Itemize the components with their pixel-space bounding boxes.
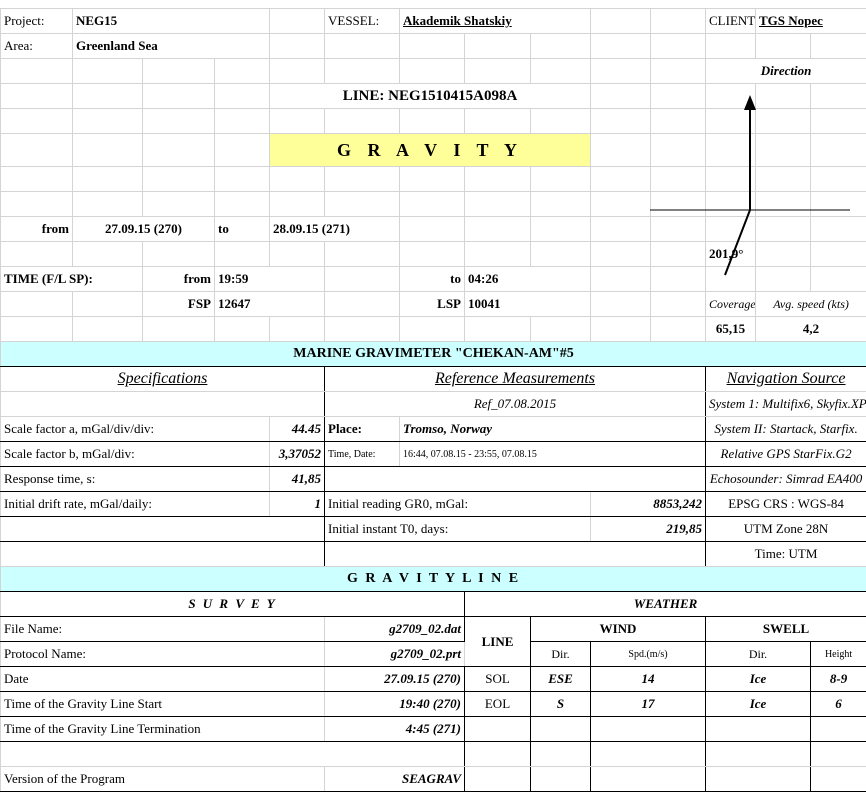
sol-label: SOL [465, 667, 531, 692]
wind-label: WIND [531, 617, 706, 642]
spec-a: 44.45 [270, 417, 325, 442]
place-value: Tromso, Norway [400, 417, 706, 442]
project-value: NEG15 [73, 9, 270, 34]
nav1: System 1: Multifix6, Skyfix.XP2 [706, 392, 866, 417]
speed-label: Avg. speed (kts) [756, 292, 866, 317]
coverage-label: Coverage,km [706, 292, 756, 317]
sol-swell-dir: Ice [706, 667, 811, 692]
place-label: Place: [325, 417, 400, 442]
weather-title: WEATHER [465, 592, 866, 617]
wind-dir-label: Dir. [531, 642, 591, 667]
timedate-value: 16:44, 07.08.15 - 23:55, 07.08.15 [400, 442, 706, 467]
nav5: EPSG CRS : WGS-84 [706, 492, 866, 517]
eol-swell-dir: Ice [706, 692, 811, 717]
eol-spd: 17 [591, 692, 706, 717]
nav3: Relative GPS StarFix.G2 [706, 442, 866, 467]
sol-spd: 14 [591, 667, 706, 692]
spec-b: 3,37052 [270, 442, 325, 467]
fsp-label: FSP [143, 292, 215, 317]
time-from-label: from [143, 267, 215, 292]
nav4: Echosounder: Simrad EA400 [706, 467, 866, 492]
resp-label: Response time, s: [1, 467, 270, 492]
lsp-value: 10041 [465, 292, 591, 317]
vessel-value: Akademik Shatskiy [400, 9, 591, 34]
t0-label: Initial instant T0, days: [325, 517, 591, 542]
spreadsheet: Project: NEG15 VESSEL: Akademik Shatskiy… [0, 0, 866, 792]
client-value: TGS Nopec [756, 9, 866, 34]
spec-a-label: Scale factor a, mGal/div/div: [1, 417, 270, 442]
eol-dir: S [531, 692, 591, 717]
nav7: Time: UTM [706, 542, 866, 567]
coverage-value: 65,15 [706, 317, 756, 342]
fsp-value: 12647 [215, 292, 325, 317]
file-value: g2709_02.dat [325, 617, 465, 642]
nav-title: Navigation Source [706, 367, 866, 392]
swell-dir-label: Dir. [706, 642, 811, 667]
resp-value: 41,85 [270, 467, 325, 492]
ref-title: Reference Measurements [325, 367, 706, 392]
direction-label: Direction [706, 59, 866, 84]
ver-value: SEAGRAV [325, 767, 465, 792]
t0-value: 219,85 [591, 517, 706, 542]
time-to: 04:26 [465, 267, 591, 292]
survey-title: S U R V E Y [1, 592, 465, 617]
direction-angle: 201,9° [706, 242, 756, 267]
eol-label: EOL [465, 692, 531, 717]
sol-swell-h: 8-9 [811, 667, 866, 692]
eol-swell-h: 6 [811, 692, 866, 717]
start-value: 19:40 (270) [325, 692, 465, 717]
to-label: to [215, 217, 270, 242]
section1-title: MARINE GRAVIMETER "CHEKAN-AM"#5 [1, 342, 866, 367]
time-from: 19:59 [215, 267, 325, 292]
ref-sub: Ref_07.08.2015 [325, 392, 706, 417]
line-id: LINE: NEG1510415A098A [270, 84, 591, 109]
date-value: 27.09.15 (270) [325, 667, 465, 692]
wind-spd-label: Spd.(m/s) [591, 642, 706, 667]
timedate-label: Time, Date: [325, 442, 400, 467]
nav6: UTM Zone 28N [706, 517, 866, 542]
file-label: File Name: [1, 617, 325, 642]
time-to-label: to [400, 267, 465, 292]
proto-label: Protocol Name: [1, 642, 325, 667]
sol-dir: ESE [531, 667, 591, 692]
area-label: Area: [1, 34, 73, 59]
speed-value: 4,2 [756, 317, 866, 342]
line-col-label: LINE [465, 617, 531, 667]
main-grid: Project: NEG15 VESSEL: Akademik Shatskiy… [0, 0, 866, 792]
vessel-label: VESSEL: [325, 9, 400, 34]
project-label: Project: [1, 9, 73, 34]
gr0-value: 8853,242 [591, 492, 706, 517]
swell-height-label: Height [811, 642, 866, 667]
time-label: TIME (F/L SP): [1, 267, 143, 292]
gravity-banner: G R A V I T Y [270, 134, 591, 167]
proto-value: g2709_02.prt [325, 642, 465, 667]
gr0-label: Initial reading GR0, mGal: [325, 492, 591, 517]
to-date: 28.09.15 (271) [270, 217, 400, 242]
spec-b-label: Scale factor b, mGal/div: [1, 442, 270, 467]
date-label: Date [1, 667, 325, 692]
lsp-label: LSP [400, 292, 465, 317]
area-value: Greenland Sea [73, 34, 270, 59]
specs-title: Specifications [1, 367, 325, 392]
client-label: CLIENT: [706, 9, 756, 34]
start-label: Time of the Gravity Line Start [1, 692, 325, 717]
term-value: 4:45 (271) [325, 717, 465, 742]
swell-label: SWELL [706, 617, 866, 642]
nav2: System II: Startack, Starfix. [706, 417, 866, 442]
from-date: 27.09.15 (270) [73, 217, 215, 242]
ver-label: Version of the Program [1, 767, 325, 792]
term-label: Time of the Gravity Line Termination [1, 717, 325, 742]
drift-value: 1 [270, 492, 325, 517]
drift-label: Initial drift rate, mGal/daily: [1, 492, 270, 517]
section2-title: G R A V I T Y L I N E [1, 567, 866, 592]
from-label: from [1, 217, 73, 242]
